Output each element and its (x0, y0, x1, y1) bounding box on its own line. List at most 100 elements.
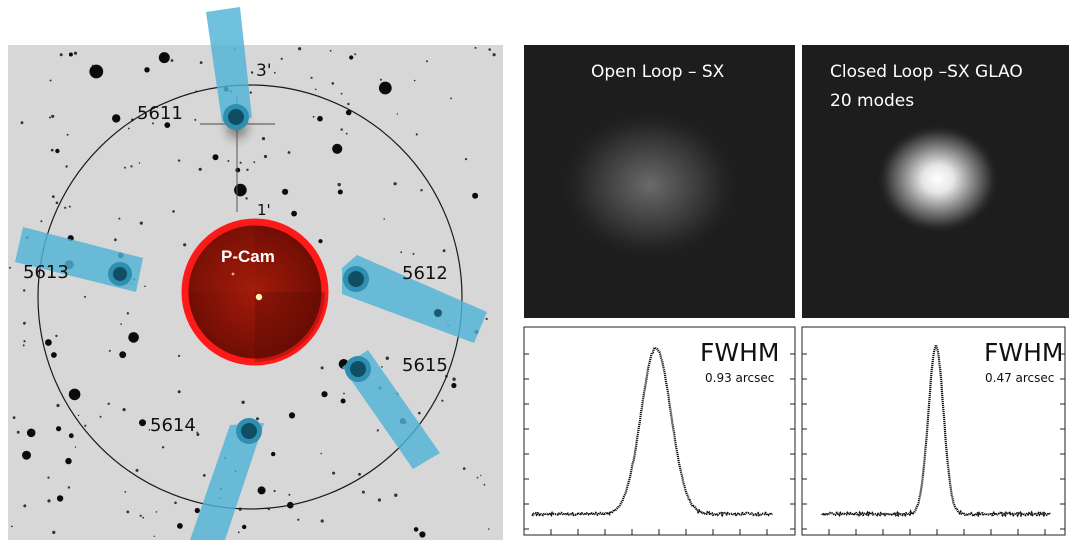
star (310, 76, 313, 79)
probe-heads (108, 104, 442, 444)
star (56, 495, 64, 502)
pcam-target-star (255, 293, 263, 301)
star (124, 491, 127, 493)
profile-open-loop-value: 0.93 arcsec (705, 371, 774, 385)
star (120, 323, 122, 325)
profile-closed-loop-curve (821, 341, 1051, 518)
star (59, 53, 63, 57)
star (138, 162, 141, 164)
psf-open-loop-panel: Open Loop – SX (524, 45, 795, 318)
star (148, 429, 151, 431)
star (287, 151, 291, 154)
star (263, 154, 268, 159)
star (320, 366, 324, 370)
star (198, 167, 202, 171)
star (47, 476, 50, 479)
star (315, 88, 317, 91)
star (442, 249, 446, 253)
star (52, 530, 56, 535)
star (450, 97, 452, 100)
star (464, 158, 468, 161)
star (49, 79, 52, 82)
star (378, 81, 392, 95)
star (64, 206, 67, 209)
star (99, 415, 102, 418)
star (474, 46, 477, 49)
star (312, 115, 315, 118)
star (340, 398, 346, 404)
star (361, 490, 365, 494)
star (261, 137, 266, 141)
star (488, 528, 490, 530)
star (194, 118, 197, 121)
star (89, 64, 104, 79)
field-ring-3arcmin-label: 3' (256, 61, 272, 81)
star (245, 197, 248, 200)
star (419, 531, 426, 538)
star (288, 493, 291, 496)
star (47, 499, 51, 503)
star (23, 504, 27, 508)
star (234, 183, 247, 197)
probe-head-5611 (223, 104, 249, 130)
probe-label-5611: 5611 (137, 103, 183, 124)
star (237, 531, 240, 534)
probe-head-5614 (236, 418, 262, 444)
star (354, 53, 357, 56)
star (282, 188, 289, 195)
star (55, 334, 58, 338)
star (51, 195, 55, 199)
star (122, 408, 126, 412)
star (280, 57, 283, 60)
star (56, 403, 60, 408)
star (124, 166, 126, 169)
star (321, 391, 328, 398)
star (380, 78, 382, 81)
star (227, 160, 230, 162)
star (480, 474, 482, 477)
profile-open-loop-metric: FWHM (700, 338, 779, 367)
star (183, 243, 187, 247)
star (400, 251, 403, 254)
star (127, 127, 130, 130)
probe-arm-5615 (342, 350, 440, 469)
star (130, 165, 133, 168)
star (196, 431, 199, 434)
star (68, 52, 73, 57)
star (55, 201, 59, 205)
star (249, 91, 252, 94)
star (65, 165, 68, 168)
field-ring-3arcmin (37, 84, 463, 510)
star (91, 64, 94, 67)
star (340, 128, 343, 131)
star (253, 161, 256, 164)
star (239, 161, 242, 164)
star (196, 433, 200, 436)
star (40, 220, 43, 223)
star (23, 289, 26, 292)
profile-closed-loop-panel: FWHM 0.47 arcsec (801, 326, 1066, 536)
star (155, 511, 158, 513)
star (485, 317, 488, 320)
star (9, 266, 11, 269)
star (142, 516, 145, 519)
star (488, 48, 492, 51)
star (202, 474, 206, 477)
probe-label-5612: 5612 (402, 263, 448, 284)
star (412, 252, 415, 255)
profile-closed-loop-metric: FWHM (984, 338, 1063, 367)
star (241, 400, 245, 404)
star (152, 122, 154, 125)
star (174, 501, 177, 505)
psf-closed-loop-spot (876, 124, 1000, 234)
star (51, 114, 55, 118)
star (340, 92, 343, 95)
star (396, 113, 399, 115)
star (68, 433, 74, 439)
star (347, 102, 350, 106)
star (257, 486, 266, 495)
pcam-field: P-Cam (181, 218, 329, 366)
star (332, 471, 336, 475)
star (161, 446, 165, 449)
